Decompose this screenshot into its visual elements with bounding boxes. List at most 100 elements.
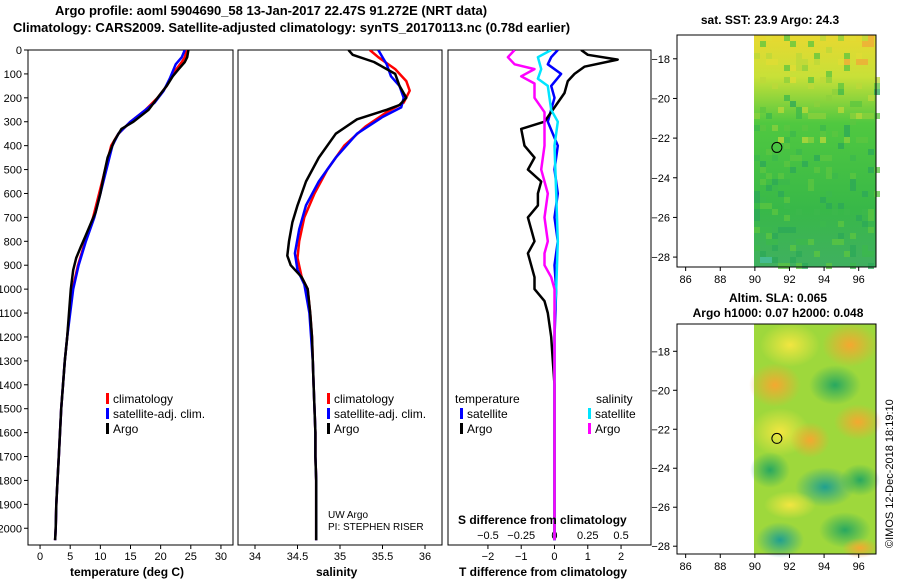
sla-blob	[756, 522, 804, 558]
depth-tick-label: 1100	[0, 308, 22, 320]
sst-cell	[808, 239, 814, 245]
sst-cell	[826, 191, 832, 197]
sst-cell	[766, 59, 772, 65]
series-line-t-argo	[519, 50, 619, 541]
sst-cell	[772, 245, 778, 251]
sst-cell	[784, 161, 790, 167]
sst-cell	[868, 41, 874, 47]
sst-cell	[814, 53, 820, 59]
sst-cell	[868, 35, 874, 41]
sst-cell	[844, 209, 850, 215]
sst-cell	[862, 209, 868, 215]
depth-tick-label: 200	[4, 93, 22, 105]
sst-cell	[862, 41, 868, 47]
sst-cell	[856, 215, 862, 221]
sst-cell	[760, 251, 766, 257]
sst-cell	[850, 173, 856, 179]
sst-cell	[844, 125, 850, 131]
legend-label-s-argo: Argo	[595, 422, 621, 436]
sst-cell	[772, 155, 778, 161]
s-difference-tick-label: −0.5	[477, 530, 499, 542]
sst-cell	[790, 167, 796, 173]
sst-cell	[838, 83, 844, 89]
s-difference-tick-label: 0.5	[613, 530, 628, 542]
sst-cell	[796, 65, 802, 71]
depth-tick-label: 400	[4, 141, 22, 153]
temperature-panel: 0100200300400500600700800900100011001200…	[0, 45, 234, 579]
sst-cell	[802, 239, 808, 245]
sst-cell	[802, 137, 808, 143]
temperature-lines	[53, 50, 190, 541]
difference-lines	[506, 50, 619, 541]
sst-map-axes: 86 88 90 92 94 96 −18 −20 −22 −24 −26 −28	[651, 54, 864, 286]
salinity-lines	[286, 50, 411, 541]
sst-cell	[814, 155, 820, 161]
sla-blob	[842, 538, 878, 558]
sst-cell	[820, 137, 826, 143]
sla-blob	[760, 323, 820, 367]
depth-tick-label: 1500	[0, 404, 22, 416]
sst-cell	[856, 137, 862, 143]
sst-cell	[784, 179, 790, 185]
sst-cell	[874, 191, 880, 197]
sst-cell	[826, 203, 832, 209]
map-lon-tick-label: 86	[680, 274, 692, 286]
sst-cell	[796, 209, 802, 215]
salinity-plot-frame	[237, 49, 443, 546]
depth-axis: 0 100 200 300 400 500 600 700 800 900 1000 1100 1200…	[0, 45, 28, 535]
sst-cell	[796, 53, 802, 59]
t-difference-label: T difference from climatology	[459, 565, 627, 579]
map-lat-tick-label: −26	[651, 212, 670, 224]
depth-tick-label: 600	[4, 188, 22, 200]
sst-cell	[868, 215, 874, 221]
map-lat-tick-label: −20	[651, 93, 670, 105]
sst-cell	[754, 125, 760, 131]
map-lat-tick-label: −28	[651, 252, 670, 264]
legend-swatch-t-satellite	[460, 408, 463, 419]
s-difference-tick-label: −0.25	[507, 530, 535, 542]
map-lon-tick-label: 96	[853, 561, 865, 573]
temperature-plot-frame	[27, 49, 234, 546]
difference-panel: −2 −1 0 1 2 −0.5 −0.25 0 0.25 0.5 S difference f…	[447, 49, 652, 579]
sst-cell	[868, 251, 874, 257]
sst-cell	[856, 113, 862, 119]
salinity-tick-label: 34.5	[287, 551, 308, 563]
sst-cell	[808, 185, 814, 191]
s-difference-tick-label: 0.25	[577, 530, 598, 542]
sst-cell	[754, 209, 760, 215]
legend-swatch-argo	[106, 423, 109, 434]
map-lon-tick-label: 96	[853, 274, 865, 286]
legend-title-salinity: salinity	[596, 392, 633, 406]
sst-cell	[826, 263, 832, 269]
t-difference-tick-label: 1	[585, 551, 591, 563]
map-lat-tick-label: −20	[651, 385, 670, 397]
sst-cell	[796, 59, 802, 65]
sst-cell	[790, 245, 796, 251]
sst-cell	[832, 239, 838, 245]
t-difference-tick-label: 0	[551, 551, 557, 563]
sst-map-title: sat. SST: 23.9 Argo: 24.3	[701, 13, 840, 27]
sst-cell	[850, 251, 856, 257]
sst-cell	[862, 113, 868, 119]
sst-cell	[772, 209, 778, 215]
sst-cell	[868, 209, 874, 215]
depth-tick-label: 700	[4, 212, 22, 224]
map-lat-tick-label: −22	[651, 133, 670, 145]
salinity-tick-label: 36	[419, 551, 431, 563]
sst-cell	[772, 125, 778, 131]
sst-heatmap-field	[754, 35, 876, 267]
temperature-tick-label: 10	[94, 551, 106, 563]
sla-blob	[749, 363, 801, 407]
sla-heatmap-blobs	[749, 323, 882, 558]
sst-cell	[862, 245, 868, 251]
sst-cell	[772, 179, 778, 185]
temperature-tick-label: 25	[185, 551, 197, 563]
sst-cell	[814, 167, 820, 173]
sla-blob	[834, 404, 882, 440]
sst-cell	[826, 77, 832, 83]
depth-tick-label: 1300	[0, 356, 22, 368]
sst-cell	[814, 251, 820, 257]
sst-cell	[868, 227, 874, 233]
sst-cell	[766, 149, 772, 155]
figure-title-line2: Climatology: CARS2009. Satellite-adjuste…	[13, 20, 571, 35]
